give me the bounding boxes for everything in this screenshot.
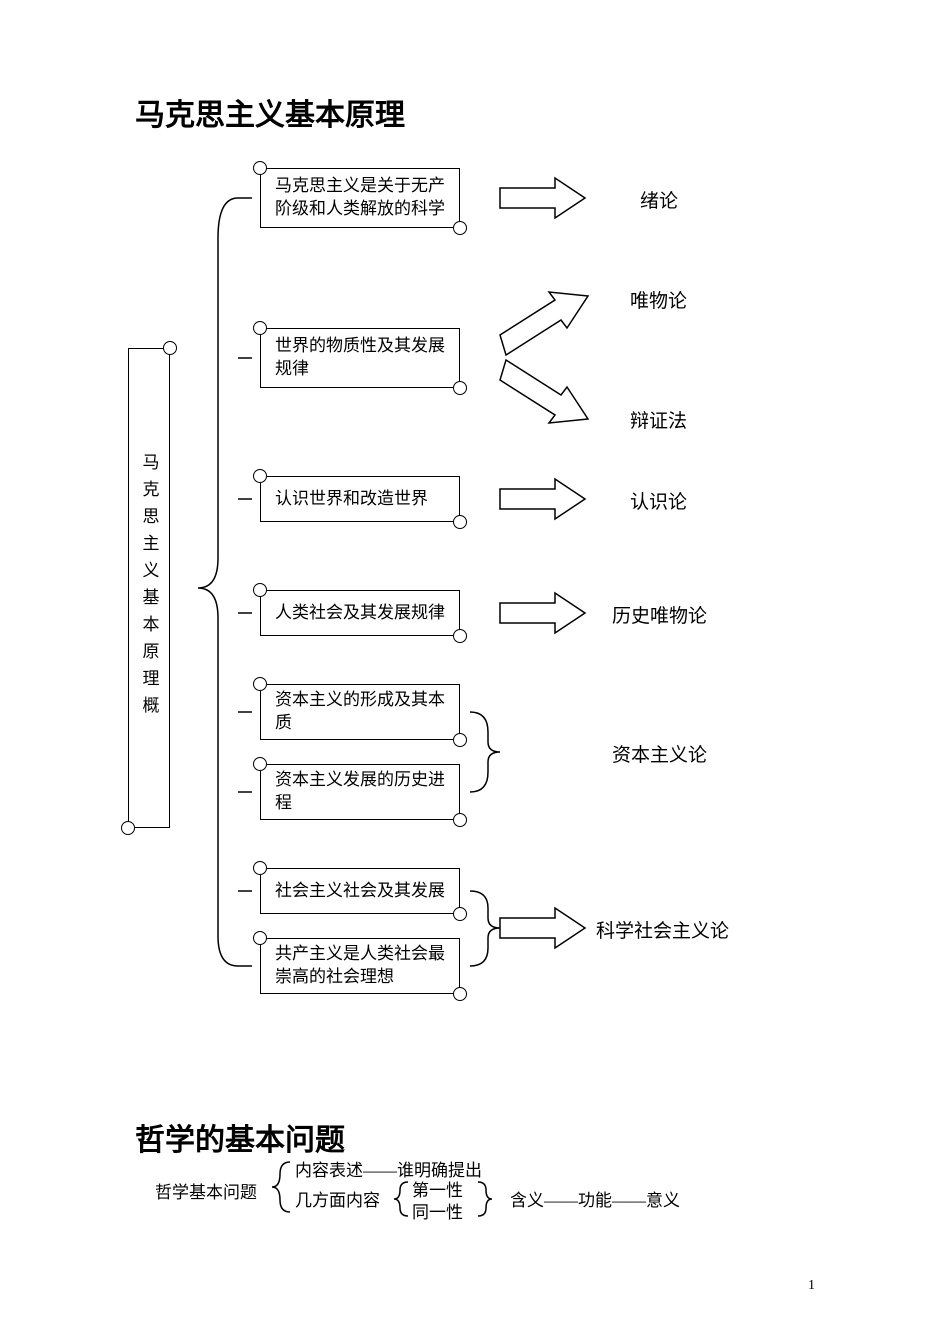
mid-node-capitalism-hist: 资本主义发展的历史进程 <box>260 764 460 820</box>
mid-node-label: 人类社会及其发展规律 <box>275 602 445 625</box>
arrow-icon <box>500 178 585 218</box>
s2-line2b: 同一性 <box>412 1198 463 1223</box>
scroll-curl-icon <box>453 381 467 395</box>
mid-node-label: 认识世界和改造世界 <box>275 488 428 511</box>
scroll-curl-icon <box>253 931 267 945</box>
s2-brace3 <box>478 1182 492 1216</box>
mid-node-label: 资本主义发展的历史进程 <box>275 769 445 815</box>
leaf-socialism: 科学社会主义论 <box>596 916 729 943</box>
mid-node-materialism: 世界的物质性及其发展规律 <box>260 328 460 388</box>
closing-brace-capitalism <box>470 712 500 792</box>
title-main: 马克思主义基本原理 <box>135 90 405 134</box>
mid-node-label: 资本主义的形成及其本质 <box>275 689 445 735</box>
mid-node-label: 世界的物质性及其发展规律 <box>275 335 445 381</box>
s2-line2-label: 几方面内容 <box>295 1186 380 1211</box>
s2-root: 哲学基本问题 <box>155 1178 257 1203</box>
main-brace <box>198 198 238 966</box>
scroll-curl-icon <box>453 813 467 827</box>
leaf-dialectics: 辩证法 <box>630 406 687 433</box>
s2-brace2 <box>394 1182 408 1216</box>
scroll-curl-icon <box>253 677 267 691</box>
mid-node-socialism: 社会主义社会及其发展 <box>260 868 460 914</box>
leaf-intro: 绪论 <box>640 186 678 213</box>
mid-node-epistemology: 认识世界和改造世界 <box>260 476 460 522</box>
scroll-curl-icon <box>253 161 267 175</box>
scroll-curl-icon <box>453 515 467 529</box>
closing-brace-socialism <box>470 891 500 966</box>
leaf-hist-materialism: 历史唯物论 <box>612 601 707 628</box>
arrow-icon <box>500 908 585 948</box>
arrow-icon <box>500 360 588 423</box>
scroll-curl-icon <box>253 321 267 335</box>
scroll-curl-icon <box>253 469 267 483</box>
arrow-icon <box>500 292 588 355</box>
mid-node-intro: 马克思主义是关于无产阶级和人类解放的科学 <box>260 168 460 228</box>
scroll-curl-icon <box>121 821 135 835</box>
scroll-curl-icon <box>163 341 177 355</box>
scroll-curl-icon <box>453 987 467 1001</box>
page-number: 1 <box>808 1278 815 1294</box>
leaf-epistemology: 认识论 <box>630 487 687 514</box>
title-philosophy: 哲学的基本问题 <box>135 1115 345 1159</box>
root-node: 马克思主义基本原理概 <box>128 348 170 828</box>
scroll-curl-icon <box>253 757 267 771</box>
mid-node-capitalism-form: 资本主义的形成及其本质 <box>260 684 460 740</box>
mid-node-society: 人类社会及其发展规律 <box>260 590 460 636</box>
s2-line3: 含义——功能——意义 <box>510 1186 680 1211</box>
scroll-curl-icon <box>453 907 467 921</box>
scroll-curl-icon <box>453 629 467 643</box>
scroll-curl-icon <box>253 861 267 875</box>
mid-node-label: 社会主义社会及其发展 <box>275 880 445 903</box>
scroll-curl-icon <box>453 221 467 235</box>
arrow-icon <box>500 479 585 519</box>
leaf-materialism: 唯物论 <box>630 286 687 313</box>
leaf-capitalism: 资本主义论 <box>612 740 707 767</box>
s2-brace1 <box>272 1162 290 1212</box>
root-node-label: 马克思主义基本原理概 <box>137 453 162 723</box>
mid-node-communism: 共产主义是人类社会最崇高的社会理想 <box>260 938 460 994</box>
scroll-curl-icon <box>253 583 267 597</box>
mid-node-label: 共产主义是人类社会最崇高的社会理想 <box>275 943 445 989</box>
page: 马克思主义基本原理 马克思主义基本原理概 马克思主义是关于无产阶级和人类解放的科… <box>0 0 945 1337</box>
arrow-icon <box>500 593 585 633</box>
mid-node-label: 马克思主义是关于无产阶级和人类解放的科学 <box>275 175 445 221</box>
scroll-curl-icon <box>453 733 467 747</box>
